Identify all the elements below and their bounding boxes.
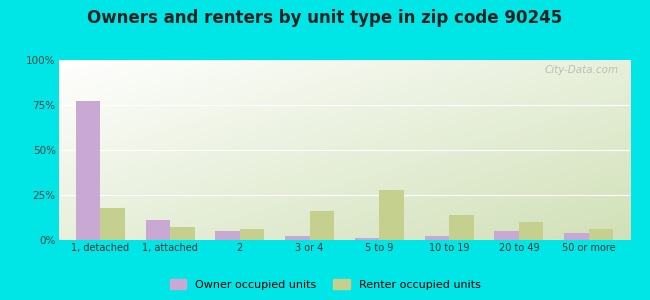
Bar: [146, 220, 170, 240]
Text: City-Data.com: City-Data.com: [545, 65, 619, 75]
Bar: [76, 101, 100, 240]
Text: Owners and renters by unit type in zip code 90245: Owners and renters by unit type in zip c…: [87, 9, 563, 27]
Bar: [355, 238, 380, 240]
Legend: Owner occupied units, Renter occupied units: Owner occupied units, Renter occupied un…: [165, 275, 485, 294]
Bar: [589, 229, 613, 240]
Bar: [309, 211, 334, 240]
Bar: [519, 222, 543, 240]
Bar: [240, 229, 265, 240]
Bar: [215, 231, 240, 240]
Bar: [449, 215, 474, 240]
Bar: [424, 236, 449, 240]
Bar: [495, 231, 519, 240]
Bar: [285, 236, 309, 240]
Bar: [380, 190, 404, 240]
Bar: [100, 208, 125, 240]
Bar: [170, 227, 194, 240]
Bar: [564, 233, 589, 240]
